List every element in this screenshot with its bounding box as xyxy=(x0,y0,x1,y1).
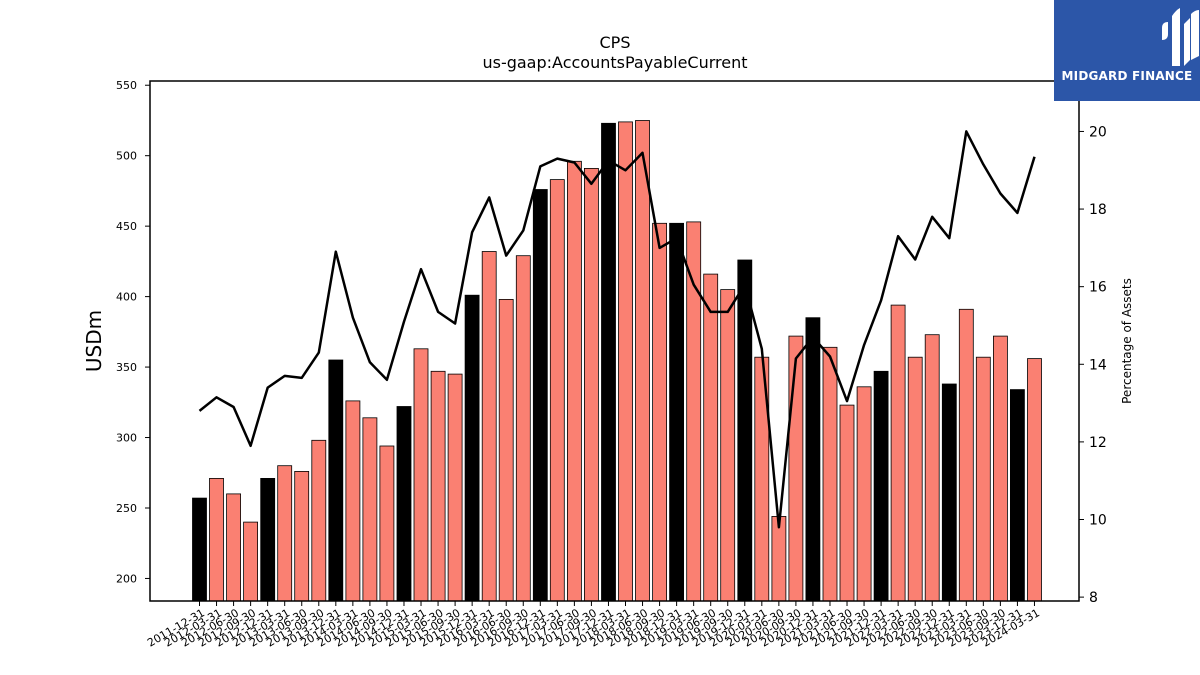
chart-title: CPS xyxy=(600,33,631,52)
bar-2023-12-31 xyxy=(1010,389,1025,602)
bar-2015-03-31 xyxy=(413,348,429,602)
y-axis-right: 8 10 12 14 16 18 20 xyxy=(1079,124,1107,606)
bar-2020-06-30 xyxy=(771,516,787,602)
bar-2023-03-31 xyxy=(958,308,974,602)
bar-2017-09-30 xyxy=(584,167,599,602)
bar-2014-06-30 xyxy=(362,417,378,602)
bar-2018-12-31 xyxy=(669,222,684,602)
bar-2021-09-30 xyxy=(856,386,872,602)
y2-tick-label: 10 xyxy=(1089,513,1107,529)
bar-2017-03-31 xyxy=(549,179,565,602)
bar-2016-12-31 xyxy=(532,189,548,602)
line-series-layer xyxy=(198,130,1036,529)
bar-2022-09-30 xyxy=(924,334,940,602)
bar-2017-12-31 xyxy=(601,122,616,602)
bar-2016-03-31 xyxy=(481,251,497,602)
bar-2012-03-31 xyxy=(209,477,224,602)
y2-tick-label: 14 xyxy=(1089,357,1107,373)
bar-2018-03-31 xyxy=(618,121,633,602)
y-tick-label: 200 xyxy=(116,572,137,585)
bar-2018-09-30 xyxy=(652,222,667,602)
bar-2019-06-30 xyxy=(703,273,719,602)
bar-2019-12-31 xyxy=(737,259,753,602)
brand-logo: MIDGARD FINANCE xyxy=(1054,0,1200,101)
midgard-logo-icon xyxy=(1162,8,1199,66)
y2-tick-label: 8 xyxy=(1089,590,1098,606)
y-tick-label: 250 xyxy=(116,502,137,515)
bar-2015-12-31 xyxy=(464,294,480,602)
y-tick-label: 450 xyxy=(116,220,137,233)
bar-2020-09-30 xyxy=(788,335,804,602)
bar-2023-09-30 xyxy=(993,335,1008,602)
percentage-line xyxy=(198,130,1036,529)
y2-tick-label: 12 xyxy=(1089,435,1107,451)
bar-2019-03-31 xyxy=(686,221,702,602)
y2-tick-label: 18 xyxy=(1089,202,1107,218)
bar-2012-12-31 xyxy=(260,477,276,602)
bar-2014-03-31 xyxy=(345,400,361,602)
bar-2019-09-30 xyxy=(720,289,736,602)
bar-2024-03-31 xyxy=(1027,358,1042,602)
bar-2013-09-30 xyxy=(311,439,327,602)
y2-axis-label: Percentage of Assets xyxy=(1120,278,1134,404)
bar-2013-06-30 xyxy=(294,470,310,602)
bar-2023-06-30 xyxy=(975,356,991,602)
bar-2017-06-30 xyxy=(567,160,582,602)
y-tick-label: 550 xyxy=(116,79,137,92)
y2-tick-label: 16 xyxy=(1089,280,1107,296)
y-tick-label: 400 xyxy=(116,291,137,304)
bar-2016-09-30 xyxy=(515,255,531,602)
y-tick-label: 300 xyxy=(116,432,137,445)
y-tick-label: 350 xyxy=(116,361,137,374)
bar-2012-06-30 xyxy=(226,493,242,602)
y-axis-label: USDm xyxy=(82,310,106,372)
bar-2021-12-31 xyxy=(873,370,889,602)
bar-2022-06-30 xyxy=(907,356,923,602)
bar-2015-09-30 xyxy=(447,373,463,602)
bar-series xyxy=(192,120,1042,602)
bar-2013-03-31 xyxy=(277,465,293,602)
bar-2022-03-31 xyxy=(890,304,906,602)
bar-2021-03-31 xyxy=(822,346,838,602)
logo-text: MIDGARD FINANCE xyxy=(1061,69,1193,83)
y2-tick-label: 20 xyxy=(1089,124,1107,140)
y-tick-label: 500 xyxy=(116,150,137,163)
bar-2011-12-31 xyxy=(192,497,207,602)
bar-2014-09-30 xyxy=(379,445,395,602)
plot-frame xyxy=(149,80,1080,602)
bar-2022-12-31 xyxy=(941,383,957,602)
bar-2020-12-31 xyxy=(805,317,821,602)
bar-2021-06-30 xyxy=(839,404,855,602)
chart-subtitle: us-gaap:AccountsPayableCurrent xyxy=(482,53,747,72)
bar-2016-06-30 xyxy=(498,298,514,602)
x-axis: 2011-12-312012-03-312012-06-302012-09-30… xyxy=(145,601,1042,650)
bar-2014-12-31 xyxy=(396,406,412,602)
bar-2015-06-30 xyxy=(430,370,446,602)
bar-2018-06-30 xyxy=(635,120,650,602)
bar-2013-12-31 xyxy=(328,359,344,602)
bar-2012-09-30 xyxy=(243,521,259,602)
y-axis-left: 200 250 300 350 400 450 500 550 xyxy=(116,79,150,585)
